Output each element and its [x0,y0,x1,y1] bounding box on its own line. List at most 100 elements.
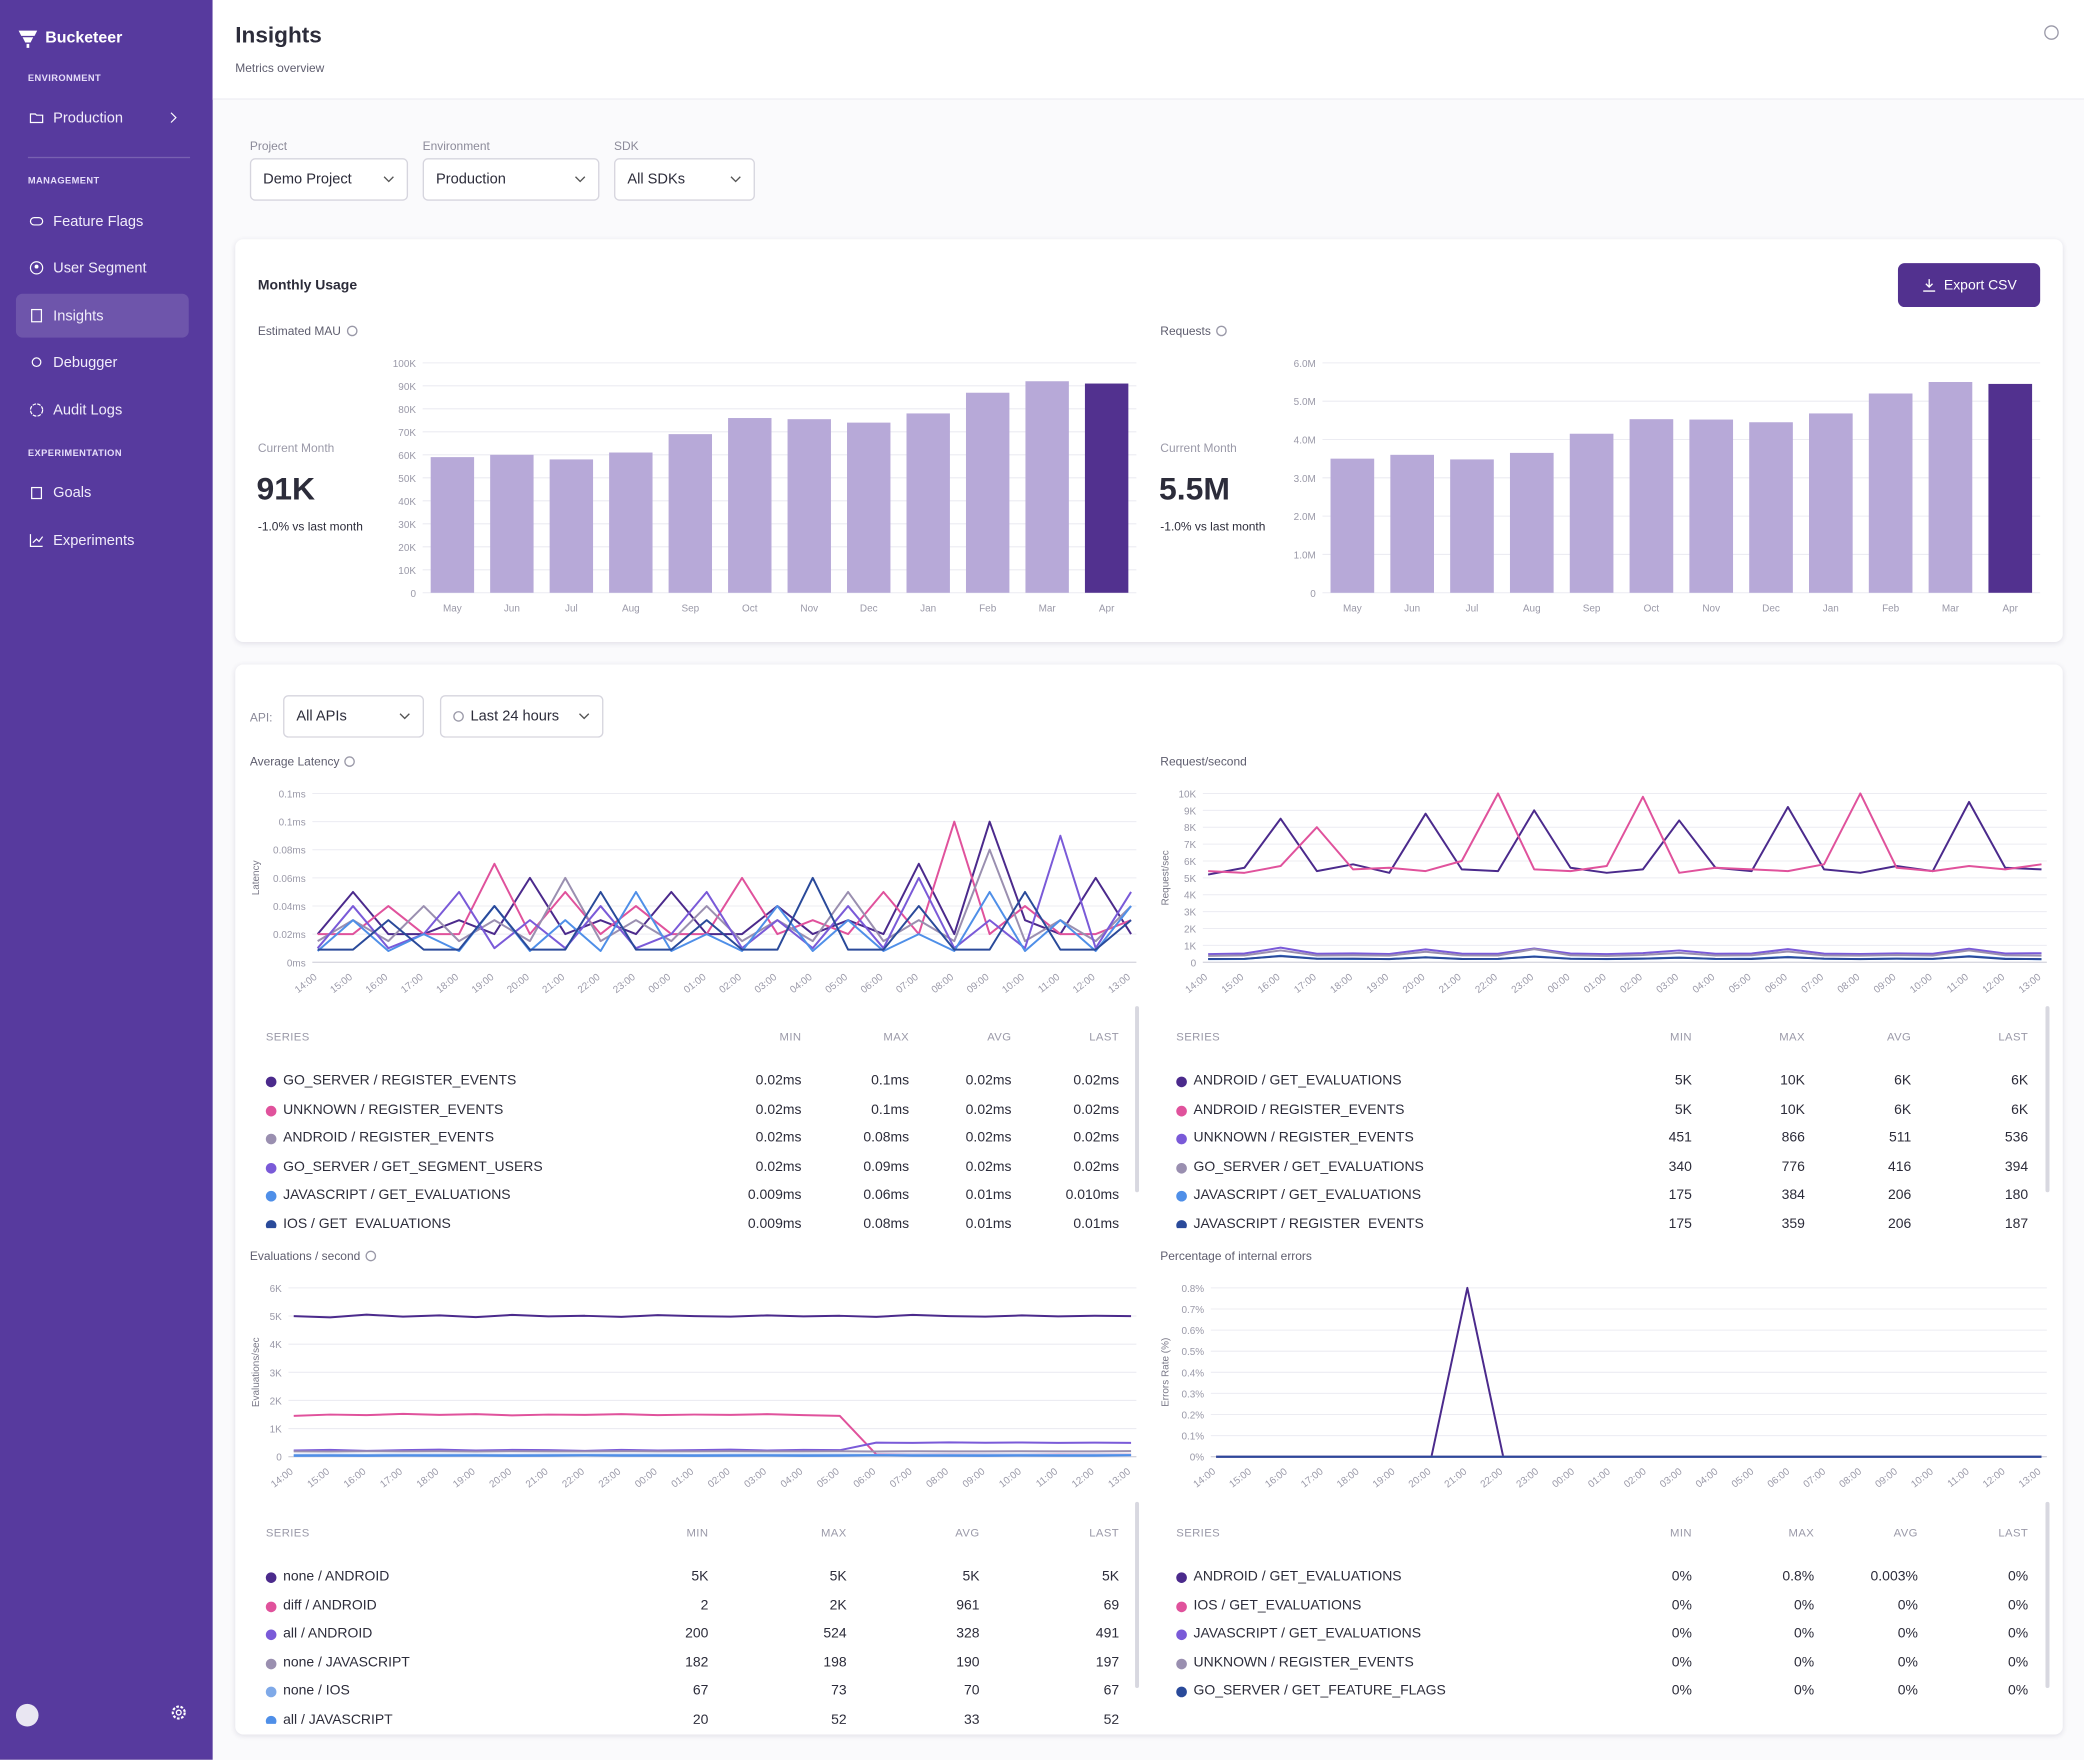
table-header: LAST [1089,1030,1120,1044]
chart-title: Evaluations / second [249,1249,377,1263]
series-stat: 0.02ms [965,1072,1012,1089]
nav-item[interactable]: Experiments [16,518,189,562]
series-stat: 190 [956,1654,980,1671]
nav-label: User Segment [53,259,147,276]
table-header: LAST [1089,1525,1120,1540]
table-row: none / IOS 67 73 70 67 [250,1683,1134,1704]
series-stat: 33 [964,1711,980,1724]
legend-dot [265,1572,277,1583]
series-stat: 0.02ms [755,1158,802,1175]
table-body: ANDROID / GET_EVALUATIONS 5K 10K 6K 6K ANDROI… [1160,1063,2044,1229]
series-stat: 67 [692,1682,709,1699]
series-stat: 0.02ms [1073,1158,1120,1175]
nav-item[interactable]: Debugger [16,340,189,384]
chevron [399,713,410,720]
series-stat: 6K [1894,1101,1912,1118]
nav-item[interactable]: Goals [16,471,189,515]
series-stat: 0% [1897,1625,1918,1642]
table-header: MAX [1779,1030,1805,1044]
series-name: ANDROID / REGISTER_EVENTS [1193,1101,1405,1118]
info-icon[interactable] [346,325,357,337]
table-row: JAVASCRIPT / GET_EVALUATIONS 0% 0% 0% 0% [1160,1625,2044,1646]
series-stat: 0% [2008,1682,2029,1699]
series-name: JAVASCRIPT / GET_EVALUATIONS [283,1186,511,1203]
legend-dot [265,1715,277,1724]
filter-label: Environment [422,139,490,153]
series-stat: 0.08ms [863,1129,910,1146]
series-stat: 0.02ms [965,1158,1012,1175]
series-stat: 2 [700,1596,709,1613]
nav-item[interactable]: Insights [15,293,189,338]
series-name: ANDROID / GET_EVALUATIONS [1193,1072,1402,1089]
series-stat: 394 [2004,1158,2029,1175]
series-stat: 340 [1668,1158,1692,1175]
series-stat: 0.01ms [1073,1215,1120,1229]
sdk-select[interactable]: All SDKs [614,158,755,201]
series-name: none / JAVASCRIPT [283,1654,410,1671]
nav-icon [29,261,44,275]
export-button[interactable]: Export CSV [1897,263,2041,308]
table-header: SERIES [265,1525,310,1540]
brand[interactable]: Bucketeer [16,25,122,49]
info-icon[interactable] [365,1250,377,1262]
series-stat: 0.02ms [1073,1101,1120,1118]
series-stat: 0.8% [1782,1568,1815,1585]
environment-selector[interactable]: Production [16,96,189,140]
chevron [575,176,586,183]
chart-title-text: Evaluations / second [249,1249,361,1263]
series-stat: 0.02ms [1073,1129,1120,1146]
nav-item[interactable]: Audit Logs [16,388,189,432]
series-stat: 0.1ms [871,1072,910,1089]
chevron [579,713,590,720]
page-subtitle: Metrics overview [235,61,325,75]
series-stat: 0.02ms [755,1072,802,1089]
nav-icon [29,403,44,417]
nav-item[interactable]: Feature Flags [16,199,189,243]
series-name: UNKNOWN / REGISTER_EVENTS [1193,1129,1414,1146]
chart-title-text: Percentage of internal errors [1160,1249,1312,1263]
series-stat: 416 [1887,1158,1912,1175]
time-range-select[interactable]: Last 24 hours [439,695,604,738]
help-icon[interactable] [2044,25,2059,40]
series-stat: 961 [956,1596,980,1613]
series-stat: 0% [1671,1682,1692,1699]
stat-value: 5.5M [1158,471,1230,508]
series-stat: 6K [2011,1072,2029,1089]
table-row: JAVASCRIPT / GET_EVALUATIONS 0.009ms 0.06m… [250,1187,1134,1208]
series-stat: 536 [2004,1129,2029,1146]
series-table: SERIES MIN MAX AVG LAST none / ANDROID 5K 5K 5K 5… [250,1501,1140,1728]
legend-dot [265,1686,277,1698]
table-row: GO_SERVER / REGISTER_EVENTS 0.02ms 0.1ms 0.… [250,1073,1134,1094]
chart-title: Percentage of internal errors [1160,1249,1312,1262]
table-row: UNKNOWN / REGISTER_EVENTS 451 866 511 536 [1160,1130,2044,1151]
series-stat: 5K [691,1568,709,1585]
info-icon[interactable] [1216,325,1227,337]
stat-label: Current Month [1160,441,1237,455]
series-stat: 0% [1897,1596,1918,1613]
sidebar: Bucketeer ENVIRONMENT Production MANAGEM… [0,0,213,1760]
series-stat: 6K [1894,1072,1912,1089]
nav-label: Goals [53,484,92,501]
table-header: MIN [686,1525,709,1540]
series-stat: 0% [1794,1625,1815,1642]
chevron [730,176,741,183]
legend-dot [1176,1219,1187,1229]
series-stat: 200 [685,1625,709,1642]
nav-item[interactable]: User Segment [16,246,189,290]
table-row: GO_SERVER / GET_FEATURE_FLAGS 0% 0% 0% 0% [1160,1683,2044,1704]
settings-icon[interactable] [170,1704,187,1721]
select-value: All SDKs [627,171,686,188]
avatar[interactable] [15,1703,39,1727]
project-select[interactable]: Demo Project [249,158,409,201]
series-stat: 5K [1674,1072,1692,1089]
table-row: UNKNOWN / REGISTER_EVENTS 0.02ms 0.1ms 0.02… [250,1101,1134,1122]
api-select[interactable]: All APIs [283,695,424,738]
environment-select[interactable]: Production [422,158,600,201]
legend-dot [1176,1162,1187,1173]
info-icon[interactable] [344,756,356,767]
brand-name: Bucketeer [45,27,123,47]
series-stat: 10K [1780,1072,1805,1089]
series-table: SERIES MIN MAX AVG LAST ANDROID / GET_EVALUAT… [1160,1501,2050,1728]
table-header: AVG [1887,1030,1912,1044]
